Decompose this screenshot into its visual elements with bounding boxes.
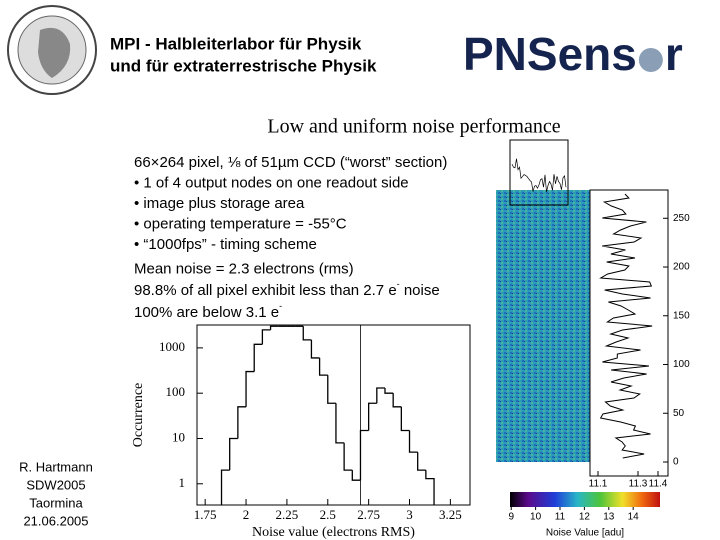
plot-frame [196, 324, 471, 506]
x-tick-label: 11.3 [629, 479, 648, 490]
y-tick-label: 100 [166, 384, 186, 399]
histogram-bin [253, 343, 263, 372]
histogram-bin [269, 325, 279, 330]
histogram-bin [376, 387, 385, 404]
y-tick-label: 50 [673, 408, 685, 419]
y-tick-label: 150 [673, 310, 690, 321]
histogram-bin [343, 442, 353, 471]
colorbar-tick-label: 11 [555, 512, 566, 523]
footer-line: Taormina [29, 495, 83, 510]
histogram-bin [237, 406, 247, 439]
colorbar-tick-label: 12 [579, 512, 591, 523]
text-line: 98.8% of all pixel exhibit less than 2.7… [134, 279, 440, 299]
y-tick-label: 250 [673, 213, 690, 224]
x-axis-label: Noise value (electrons RMS) [252, 525, 415, 540]
y-axis-label: Occurrence [131, 383, 146, 448]
histogram-bin [335, 403, 345, 444]
y-tick-label: 100 [673, 359, 690, 370]
trace-frame [509, 139, 569, 206]
histogram-bin [408, 430, 418, 453]
text-line: 66×264 pixel, ⅛ of 51µm CCD (“worst” sec… [134, 154, 447, 171]
text-line: • operating temperature = -55°C [134, 215, 347, 232]
histogram-bin [417, 452, 426, 471]
logo-o [638, 48, 663, 72]
x-tick-label: 3.25 [439, 507, 462, 522]
colorbar-tick-label: 10 [530, 512, 542, 523]
x-tick-label: 2.75 [357, 507, 380, 522]
histogram-bin [220, 469, 230, 505]
seal [7, 5, 97, 95]
histogram-bin [229, 437, 238, 471]
histogram-bin [359, 429, 369, 481]
y-tick-label: 0 [673, 457, 679, 468]
header: und für extraterrestrische Physik [110, 56, 377, 75]
text-line: 100% are below 3.1 e- [134, 301, 282, 321]
histogram-bin [367, 402, 377, 431]
histogram-bin [318, 357, 328, 376]
histogram-bin [327, 375, 336, 404]
x-tick-label: 1.75 [194, 507, 217, 522]
footer-line: 21.06.2005 [23, 513, 88, 528]
colorbar-tick-label: 14 [628, 512, 640, 523]
text-line: • 1 of 4 output nodes on one readout sid… [134, 174, 409, 191]
x-tick-label: 11.4 [649, 479, 668, 490]
noise-trace [511, 158, 567, 192]
colorbar-tick-label: 13 [603, 512, 615, 523]
colorbar [510, 492, 660, 507]
histogram-bin [392, 393, 402, 408]
histogram-bin [384, 388, 394, 394]
histogram-bin [400, 406, 410, 432]
x-tick-label: 11.1 [589, 479, 608, 490]
text-line: • “1000fps” - timing scheme [134, 236, 317, 253]
logo: PNSens [463, 28, 637, 80]
noise-map-image [496, 190, 590, 462]
histogram-bin [245, 370, 255, 407]
x-tick-label: 2.5 [320, 507, 336, 522]
footer-line: R. Hartmann [19, 459, 93, 474]
histogram-bin [351, 470, 361, 481]
text-line: • image plus storage area [134, 195, 305, 212]
slide-title: Low and uniform noise performance [267, 116, 560, 138]
logo: r [665, 28, 683, 80]
header: MPI - Halbleiterlabor für Physik [110, 34, 362, 53]
y-tick-label: 10 [172, 429, 185, 444]
y-tick-label: 1 [179, 475, 186, 490]
x-tick-label: 3 [406, 507, 413, 522]
footer-line: SDW2005 [26, 477, 85, 492]
colorbar-label: Noise Value [adu] [546, 528, 624, 539]
profile-frame [589, 189, 669, 477]
y-tick-label: 200 [673, 262, 690, 273]
y-tick-label: 1000 [159, 339, 185, 354]
histogram-bin [310, 339, 320, 359]
noise-profile [599, 193, 653, 459]
histogram-bin [425, 470, 435, 505]
x-tick-label: 2.25 [276, 507, 299, 522]
colorbar-tick-label: 9 [508, 512, 514, 523]
histogram-bin [261, 329, 271, 345]
histogram-bin [302, 326, 312, 341]
text-line: Mean noise = 2.3 electrons (rms) [134, 260, 354, 277]
x-tick-label: 2 [243, 507, 250, 522]
